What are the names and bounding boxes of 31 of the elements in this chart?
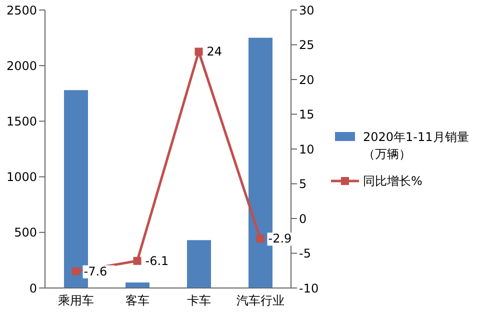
data-label: -7.6 xyxy=(84,264,108,278)
y2-tick-label: 25 xyxy=(299,38,314,52)
point xyxy=(194,48,203,56)
data-label: -2.9 xyxy=(268,232,292,246)
y-tick-label: 1000 xyxy=(6,170,37,184)
y2-tick-label: 30 xyxy=(299,3,314,18)
point xyxy=(256,234,264,243)
y-tick-label: 500 xyxy=(14,226,37,240)
x-tick-label: 汽车行业 xyxy=(236,294,284,308)
y-tick-label: 2500 xyxy=(6,3,37,18)
x-tick-label: 客车 xyxy=(125,294,150,308)
point xyxy=(72,267,80,276)
y-tick-label: 1500 xyxy=(6,114,37,128)
y2-tick-label: 5 xyxy=(299,177,307,192)
bar xyxy=(187,240,211,288)
y2-tick-label: 10 xyxy=(299,142,314,156)
y2-tick-label: -5 xyxy=(299,246,311,261)
y-tick-label: 2000 xyxy=(6,58,37,73)
y2-tick-label: -10 xyxy=(299,281,319,296)
legend-label: 2020年1-11月销量（万辆） xyxy=(363,128,470,162)
bar xyxy=(126,282,150,288)
data-label: -6.1 xyxy=(145,254,169,268)
data-label: 24 xyxy=(206,44,222,59)
y2-tick-label: 15 xyxy=(299,108,314,122)
legend-label: 同比增长% xyxy=(363,172,422,190)
point xyxy=(133,256,142,265)
y-tick-label: 0 xyxy=(29,281,37,296)
y2-tick-label: 0 xyxy=(299,212,307,226)
y2-tick-label: 20 xyxy=(299,72,314,87)
x-tick-label: 卡车 xyxy=(186,294,211,308)
x-tick-label: 乘用车 xyxy=(58,294,94,308)
